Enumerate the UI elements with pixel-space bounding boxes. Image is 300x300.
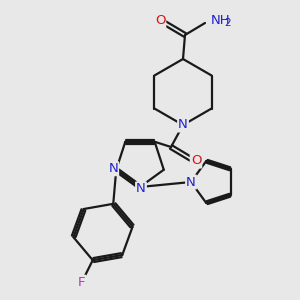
Text: 2: 2 bbox=[224, 18, 231, 28]
Text: N: N bbox=[108, 162, 118, 175]
Text: N: N bbox=[186, 176, 196, 188]
Text: O: O bbox=[191, 154, 201, 167]
Text: F: F bbox=[78, 276, 85, 289]
Text: N: N bbox=[178, 118, 188, 131]
Text: O: O bbox=[155, 14, 165, 28]
Text: N: N bbox=[136, 182, 146, 196]
Text: NH: NH bbox=[211, 14, 231, 28]
